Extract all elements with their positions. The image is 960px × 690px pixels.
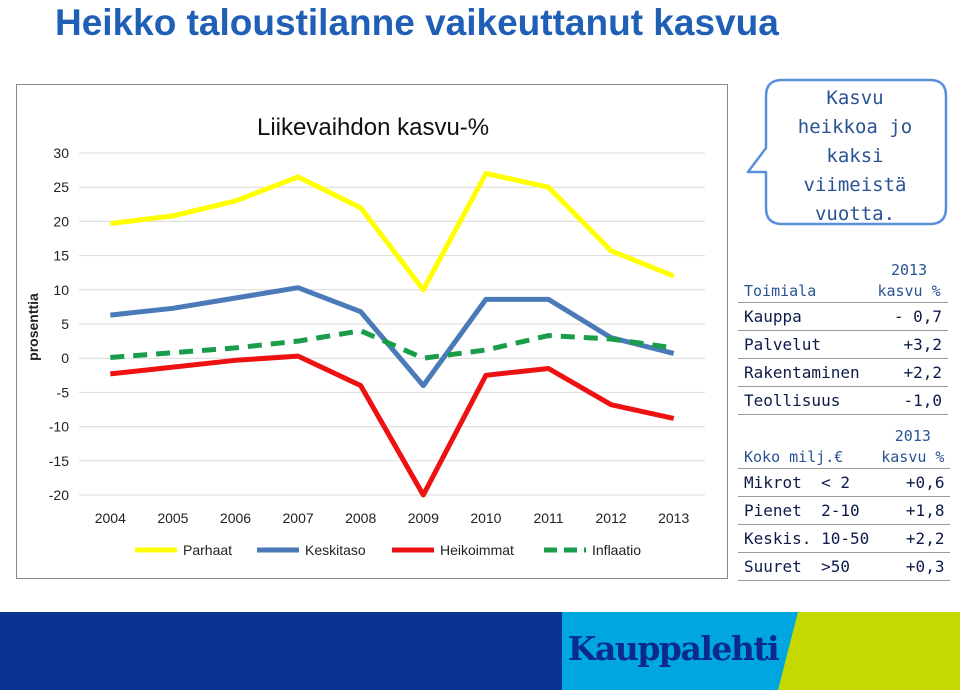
row-label: Keskis. 10-50 bbox=[738, 523, 876, 552]
table-header-size: Koko milj.€ bbox=[744, 447, 844, 466]
row-label: Suuret >50 bbox=[738, 551, 876, 581]
industry-growth-table: Toimiala 2013 kasvu % Kauppa - 0,7 Palve… bbox=[738, 252, 948, 415]
row-value: -1,0 bbox=[870, 385, 948, 415]
callout-text: Kasvu heikkoa jo kaksi viimeistä vuotta. bbox=[772, 84, 938, 229]
callout-line: viimeistä bbox=[803, 174, 907, 196]
table-row: Teollisuus -1,0 bbox=[738, 385, 948, 415]
y-axis-label: prosenttia bbox=[25, 293, 41, 361]
x-tick-label: 2007 bbox=[283, 510, 314, 526]
line-chart: 30 25 20 15 10 5 0 -5 -10 -15 -20 2004 2005 2006 2007 2… bbox=[16, 84, 728, 579]
chart-canvas: 30 25 20 15 10 5 0 -5 -10 -15 -20 2004 2005 2006 2007 2… bbox=[25, 114, 705, 558]
row-value: +3,2 bbox=[870, 329, 948, 358]
row-value: +1,8 bbox=[875, 495, 951, 524]
row-label: Pienet 2-10 bbox=[738, 495, 876, 524]
table-row: Kauppa - 0,7 bbox=[738, 301, 948, 330]
y-tick-label: 15 bbox=[53, 248, 69, 264]
kauppalehti-logo: Kauppalehti bbox=[567, 628, 780, 668]
table-header-industry: Toimiala bbox=[744, 281, 817, 300]
legend-label: Parhaat bbox=[183, 542, 232, 558]
callout-line: heikkoa jo bbox=[797, 116, 913, 138]
legend-label: Inflaatio bbox=[592, 542, 641, 558]
table-row: Keskis. 10-50 +2,2 bbox=[738, 523, 951, 552]
row-label: Mikrot < 2 bbox=[738, 467, 876, 496]
table-header-unit: kasvu % bbox=[877, 281, 941, 300]
table-row: Rakentaminen +2,2 bbox=[738, 357, 948, 386]
row-value: +0,3 bbox=[875, 551, 951, 581]
y-tick-label: -5 bbox=[57, 384, 70, 400]
x-tick-label: 2005 bbox=[157, 510, 188, 526]
series-line-parhaat bbox=[109, 171, 675, 293]
y-tick-label: 0 bbox=[61, 350, 69, 366]
speech-bubble-callout bbox=[746, 78, 948, 226]
legend-label: Heikoimmat bbox=[440, 542, 514, 558]
y-tick-label: -20 bbox=[49, 487, 69, 503]
x-tick-label: 2004 bbox=[95, 510, 126, 526]
row-value: - 0,7 bbox=[870, 301, 948, 330]
row-label: Kauppa bbox=[738, 301, 871, 330]
x-tick-label: 2009 bbox=[408, 510, 439, 526]
table-row: Mikrot < 2 +0,6 bbox=[738, 467, 951, 496]
callout-line: vuotta. bbox=[814, 203, 896, 225]
y-tick-label: 10 bbox=[53, 282, 69, 298]
table-header-year: 2013 bbox=[890, 260, 928, 279]
table-row: Pienet 2-10 +1,8 bbox=[738, 495, 951, 524]
series-line-keskitaso bbox=[110, 285, 675, 389]
company-size-growth-table: Koko milj.€ 2013 kasvu % Mikrot < 2 +0,6… bbox=[738, 420, 951, 581]
row-value: +0,6 bbox=[875, 467, 951, 496]
table-row: Palvelut +3,2 bbox=[738, 329, 948, 358]
x-tick-label: 2006 bbox=[220, 510, 251, 526]
x-tick-label: 2013 bbox=[658, 510, 689, 526]
chart-title: Liikevaihdon kasvu-% bbox=[257, 114, 489, 141]
page-title: Heikko taloustilanne vaikeuttanut kasvua bbox=[55, 2, 779, 43]
y-tick-label: 25 bbox=[53, 179, 69, 195]
legend-label: Keskitaso bbox=[305, 542, 366, 558]
y-tick-label: 20 bbox=[53, 213, 69, 229]
y-tick-label: -10 bbox=[49, 419, 69, 435]
x-tick-label: 2012 bbox=[596, 510, 627, 526]
table-header-unit: kasvu % bbox=[881, 447, 945, 466]
row-value: +2,2 bbox=[870, 357, 948, 386]
y-tick-label: 30 bbox=[53, 145, 69, 161]
table-row: Suuret >50 +0,3 bbox=[738, 551, 951, 581]
row-value: +2,2 bbox=[875, 523, 951, 552]
y-tick-label: 5 bbox=[61, 316, 69, 332]
table-header-growth: 2013 kasvu % bbox=[870, 252, 948, 302]
row-label: Rakentaminen bbox=[738, 357, 871, 386]
callout-line: Kasvu bbox=[826, 87, 884, 109]
row-label: Teollisuus bbox=[738, 385, 871, 415]
series-line-inflaatio bbox=[110, 328, 675, 361]
y-tick-label: -15 bbox=[49, 453, 69, 469]
x-tick-label: 2011 bbox=[533, 510, 563, 526]
table-header-year: 2013 bbox=[894, 426, 931, 445]
row-label: Palvelut bbox=[738, 329, 871, 358]
footer-banner bbox=[0, 612, 960, 690]
x-tick-label: 2008 bbox=[345, 510, 376, 526]
callout-line: kaksi bbox=[826, 145, 884, 167]
table-header-growth: 2013 kasvu % bbox=[875, 420, 950, 468]
x-tick-label: 2010 bbox=[470, 510, 501, 526]
footer-stripes bbox=[0, 612, 960, 690]
series-line-heikoimmat bbox=[110, 353, 675, 498]
